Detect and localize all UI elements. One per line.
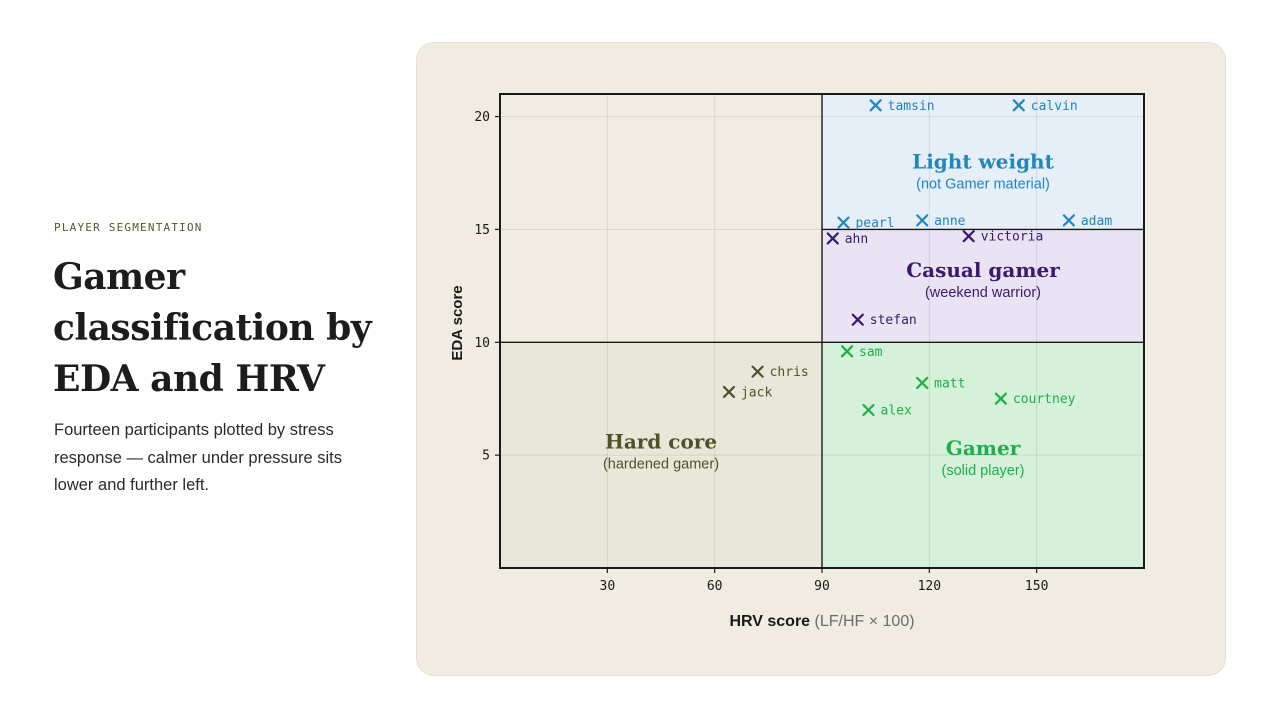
region-title-gamer: Gamer — [946, 436, 1021, 460]
y-tick-label: 10 — [474, 336, 490, 351]
point-label: jack — [741, 385, 772, 400]
point-pearl: pearl — [837, 216, 895, 231]
point-label: victoria — [981, 230, 1044, 245]
x-axis-title-unit: (LF/HF × 100) — [810, 613, 914, 630]
point-jack: jack — [722, 385, 772, 400]
point-label: calvin — [1031, 99, 1078, 114]
y-axis-title: EDA score — [449, 285, 466, 360]
point-marker — [851, 313, 864, 326]
region-light-weight — [822, 94, 1144, 230]
point-label: chris — [770, 365, 809, 380]
point-marker — [1062, 214, 1075, 227]
point-marker — [916, 376, 929, 390]
x-tick-label: 30 — [600, 579, 616, 594]
x-axis-title: HRV score (LF/HF × 100) — [729, 613, 914, 630]
point-courtney: courtney — [994, 392, 1076, 407]
y-tick-label: 5 — [482, 449, 490, 464]
y-tick-label: 15 — [474, 223, 490, 238]
x-tick-label: 60 — [707, 579, 723, 594]
point-alex: alex — [862, 403, 912, 419]
region-title-casual-gamer: Casual gamer — [906, 258, 1060, 282]
x-tick-label: 150 — [1025, 579, 1048, 594]
point-marker — [840, 345, 854, 358]
page-description: Fourteen participants plotted by stress … — [54, 421, 342, 494]
region-title-light-weight: Light weight — [912, 149, 1054, 173]
chart-card: 30 60 90 120 150 5 10 15 20 Light weight (not Gam… — [416, 42, 1226, 676]
x-tick-label: 120 — [918, 579, 941, 594]
point-victoria: victoria — [962, 230, 1044, 245]
point-label: sam — [859, 345, 883, 360]
point-marker — [869, 99, 882, 112]
point-label: alex — [881, 404, 912, 419]
point-label: tamsin — [888, 99, 935, 114]
point-adam: adam — [1062, 214, 1112, 229]
point-chris: chris — [751, 365, 809, 380]
point-label: stefan — [870, 313, 917, 328]
region-subtitle-light-weight: (not Gamer material) — [916, 176, 1050, 192]
page-title: Gamer classification by EDA and HRV — [53, 256, 372, 400]
point-marker — [837, 216, 850, 229]
region-hard-core — [500, 342, 822, 568]
point-marker — [994, 392, 1007, 405]
point-marker — [962, 230, 975, 243]
point-anne: anne — [916, 214, 966, 229]
point-label: adam — [1081, 214, 1112, 229]
point-marker — [916, 214, 929, 227]
point-calvin: calvin — [1012, 99, 1078, 114]
region-title-hard-core: Hard core — [605, 429, 717, 453]
point-marker — [722, 385, 736, 399]
point-label: matt — [934, 376, 965, 391]
region-subtitle-casual-gamer: (weekend warrior) — [925, 285, 1041, 301]
point-stefan: stefan — [851, 313, 917, 328]
region-casual-gamer — [822, 229, 1144, 343]
y-tick-label: 20 — [474, 110, 490, 125]
point-tamsin: tamsin — [869, 99, 935, 114]
point-label: anne — [934, 214, 965, 229]
region-subtitle-hard-core: (hardened gamer) — [603, 456, 719, 472]
point-marker — [826, 232, 839, 245]
point-matt: matt — [916, 376, 965, 391]
x-axis-title-main: HRV score — [729, 613, 810, 630]
point-label: ahn — [845, 232, 868, 247]
point-sam: sam — [840, 345, 883, 360]
region-gamer — [822, 342, 1144, 568]
region-subtitle-gamer: (solid player) — [942, 463, 1025, 479]
point-marker — [862, 403, 875, 417]
point-label: pearl — [855, 216, 894, 231]
point-label: courtney — [1013, 392, 1076, 407]
scatter-chart: 30 60 90 120 150 5 10 15 20 Light weight (not Gam… — [449, 93, 1145, 630]
x-tick-label: 90 — [814, 579, 830, 594]
point-ahn: ahn — [826, 232, 868, 247]
point-marker — [1012, 99, 1025, 112]
point-marker — [751, 365, 764, 378]
eyebrow-label: PLAYER SEGMENTATION — [54, 221, 203, 234]
